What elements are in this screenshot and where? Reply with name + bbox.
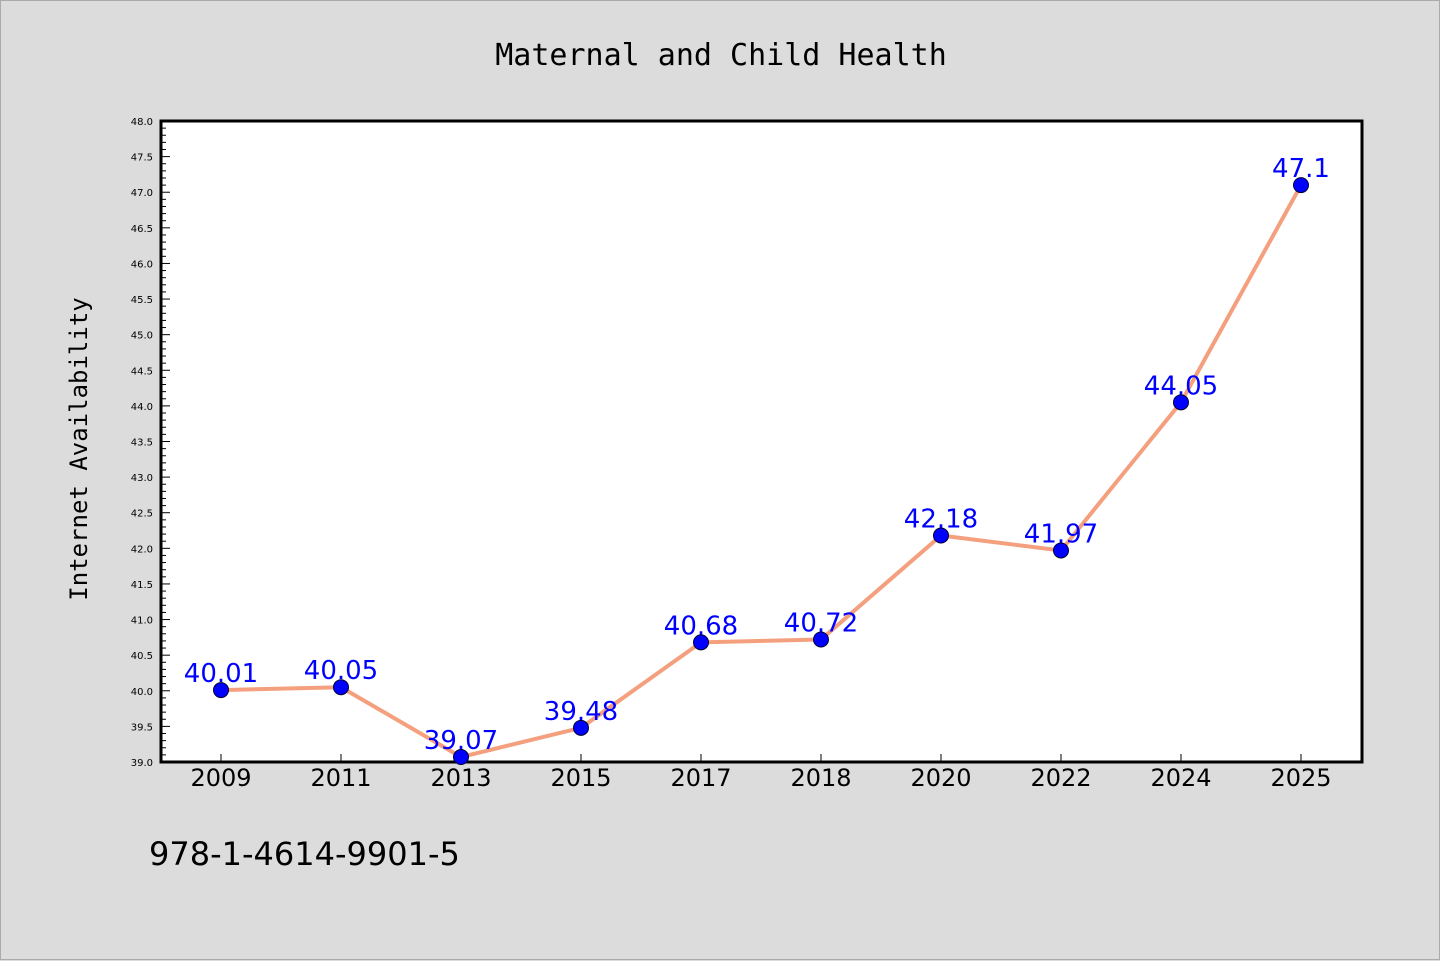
y-tick-label: 46.5 — [131, 224, 153, 235]
y-tick-label: 41.0 — [131, 616, 153, 627]
series-line — [220, 184, 1303, 760]
data-label: 40.01 — [184, 659, 258, 689]
data-label: 39.07 — [424, 726, 498, 756]
data-label: 40.68 — [664, 611, 738, 641]
y-axis-ticks: 39.0 39.5 40.0 40.5 41.0 41.5 42.0 42.5 43.0 43.5… — [131, 117, 170, 769]
plot-area — [159, 119, 1364, 764]
data-point — [1053, 542, 1069, 559]
data-label: 39.48 — [544, 697, 618, 727]
y-tick-label: 44.5 — [131, 366, 153, 377]
x-tick-label: 2015 — [550, 764, 611, 792]
x-tick-label: 2025 — [1270, 764, 1331, 792]
data-point — [573, 719, 589, 736]
y-tick-label: 45.0 — [131, 331, 153, 342]
y-tick-label: 40.5 — [131, 651, 153, 662]
data-point — [333, 679, 349, 696]
data-label: 41.97 — [1024, 519, 1098, 549]
y-tick-label: 40.0 — [131, 687, 153, 698]
data-labels: 40.01 40.05 39.07 39.48 40.68 40.72 42.18 41.97… — [184, 154, 1330, 756]
chart-title: Maternal and Child Health — [495, 38, 947, 73]
data-point — [693, 634, 709, 651]
y-tick-label: 39.5 — [131, 722, 153, 733]
x-tick-label: 2011 — [310, 764, 371, 792]
y-axis-label: Internet Availability — [65, 297, 93, 600]
x-tick-label: 2022 — [1030, 764, 1091, 792]
y-tick-label: 44.0 — [131, 402, 153, 413]
x-tick-label: 2017 — [670, 764, 731, 792]
x-axis-ticks: 2009 2011 2013 2015 2017 2018 2020 2022 2024 2025 — [190, 754, 1332, 792]
y-tick-label: 43.5 — [131, 438, 153, 449]
y-tick-label: 45.5 — [131, 295, 153, 306]
y-tick-label: 43.0 — [131, 473, 153, 484]
y-tick-label: 42.0 — [131, 544, 153, 555]
x-tick-label: 2020 — [910, 764, 971, 792]
data-point — [813, 631, 829, 648]
data-label: 40.05 — [304, 656, 378, 686]
y-tick-label: 41.5 — [131, 580, 153, 591]
isbn-label: 978-1-4614-9901-5 — [149, 835, 460, 873]
data-label: 44.05 — [1144, 371, 1218, 401]
data-point — [1293, 177, 1309, 194]
y-tick-label: 48.0 — [131, 117, 153, 128]
y-tick-label: 46.0 — [131, 259, 153, 270]
series-group — [213, 177, 1309, 766]
x-tick-label: 2024 — [1150, 764, 1211, 792]
y-tick-label: 47.5 — [131, 153, 153, 164]
data-point — [933, 527, 949, 544]
y-tick-label: 47.0 — [131, 188, 153, 199]
x-tick-label: 2009 — [190, 764, 251, 792]
data-label: 40.72 — [784, 608, 858, 638]
x-tick-label: 2013 — [430, 764, 491, 792]
y-tick-label: 39.0 — [131, 758, 153, 769]
data-point — [213, 682, 229, 699]
x-tick-label: 2018 — [790, 764, 851, 792]
data-point — [453, 749, 469, 766]
data-label: 47.1 — [1272, 154, 1330, 184]
y-tick-label: 42.5 — [131, 509, 153, 520]
data-point — [1173, 394, 1189, 411]
data-label: 42.18 — [904, 505, 978, 535]
